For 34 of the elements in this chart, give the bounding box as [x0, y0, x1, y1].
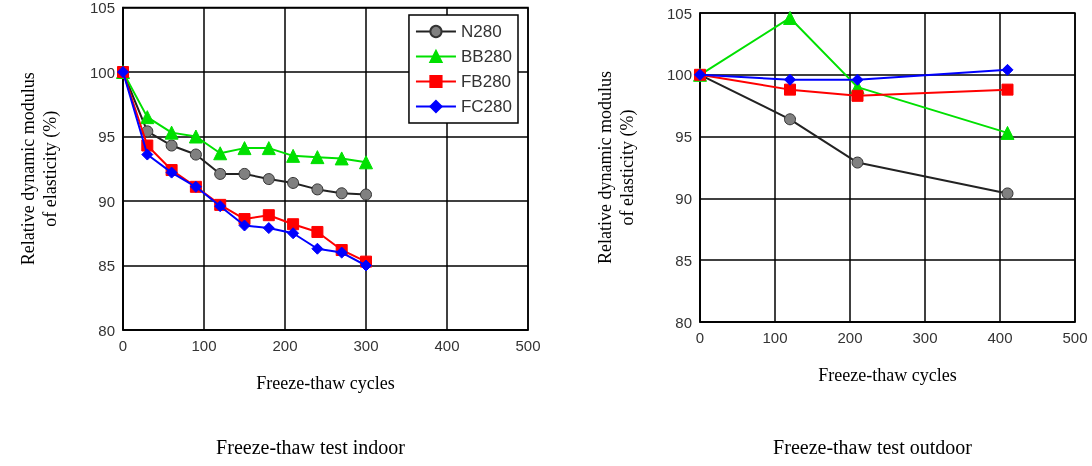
y-axis-title: Relative dynamic modulus of elasticity (%) [18, 72, 61, 266]
x-tick-label: 100 [762, 329, 788, 346]
x-tick-label: 0 [118, 337, 128, 354]
y-tick-label: 90 [675, 189, 692, 207]
x-tick-label: 200 [272, 337, 298, 354]
y-tick-label: 80 [98, 321, 115, 339]
legend-label: FC280 [460, 97, 512, 116]
y-tick-label: 95 [675, 128, 692, 146]
x-tick-label: 400 [987, 329, 1013, 346]
y-tick-label: 100 [89, 63, 115, 81]
y-tick-label: 80 [675, 313, 692, 331]
y-tick-label: 85 [675, 251, 692, 269]
x-tick-label: 300 [912, 329, 938, 346]
x-tick-label: 200 [837, 329, 863, 346]
text: Freeze-thaw test indoor [216, 436, 406, 458]
y-tick-label: 90 [98, 192, 115, 210]
x-tick-label: 500 [1062, 329, 1088, 346]
x-tick-label: 500 [515, 337, 541, 354]
text: Freeze-thaw test outdoor [773, 436, 973, 458]
y-tick-label: 105 [89, 0, 115, 16]
x-tick-label: 400 [434, 337, 460, 354]
x-tick-label: 0 [695, 329, 705, 346]
y-tick-label: 85 [98, 257, 115, 274]
x-tick-label: 300 [353, 337, 379, 354]
y-tick-label: 95 [98, 128, 115, 145]
y-tick-label: 105 [666, 4, 692, 22]
legend-label: FB280 [460, 72, 512, 91]
y-tick-label: 100 [666, 66, 692, 84]
legend-label: N280 [460, 22, 502, 41]
x-axis-title: Freeze-thaw cycles [256, 373, 395, 393]
y-axis-title: Relative dynamic modulus of elasticity (%) [595, 71, 638, 264]
legend-label: BB280 [460, 47, 513, 66]
x-tick-label: 100 [191, 337, 217, 354]
x-axis-title: Freeze-thaw cycles [818, 365, 957, 385]
